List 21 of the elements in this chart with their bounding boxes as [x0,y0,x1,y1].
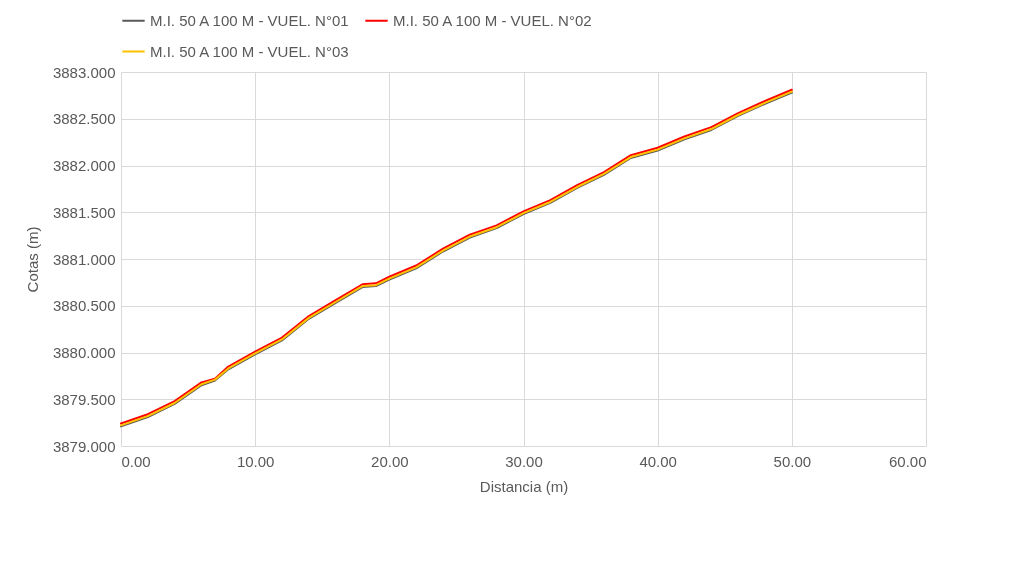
y-tick-label: 3882.500 [52,110,116,128]
x-tick-label: 20.00 [371,452,409,470]
y-tick-label: 3883.000 [52,63,116,81]
legend-label: M.I. 50 A 100 M - VUEL. N°01 [150,11,349,29]
y-tick-label: 3879.000 [52,437,116,455]
y-tick-label: 3882.000 [52,157,116,174]
y-tick-label: 3880.000 [52,344,116,361]
x-tick-label: 0.00 [121,452,151,470]
y-axis-title: Cotas (m) [23,226,41,293]
x-tick-label: 50.00 [773,452,812,470]
y-tick-label: 3881.500 [52,203,116,221]
y-tick-label: 3879.500 [52,390,116,408]
y-tick-label: 3881.000 [52,250,116,268]
x-tick-label: 40.00 [639,452,677,470]
y-tick-label: 3880.500 [52,297,116,315]
legend-label: M.I. 50 A 100 M - VUEL. N°02 [393,11,592,29]
x-tick-label: 30.00 [505,452,543,470]
x-axis-title: Distancia (m) [479,477,569,495]
legend-label: M.I. 50 A 100 M - VUEL. N°03 [150,42,349,60]
x-tick-label: 10.00 [236,452,275,470]
x-tick-label: 60.00 [888,452,927,470]
